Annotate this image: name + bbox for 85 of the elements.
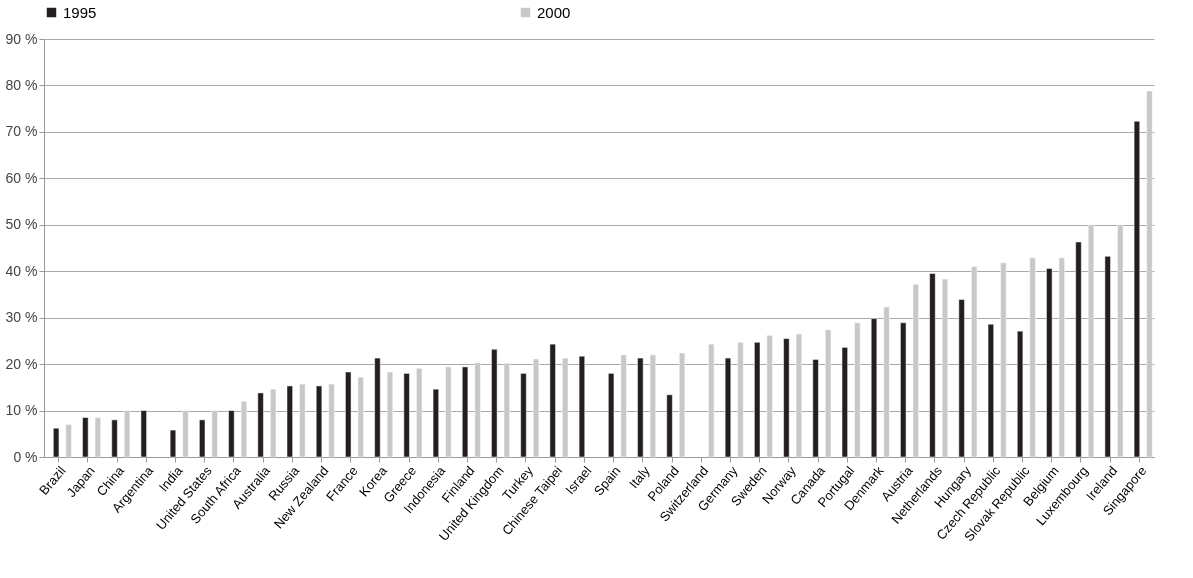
bar <box>562 357 569 458</box>
bar <box>754 342 761 458</box>
bar <box>491 349 498 458</box>
bar <box>182 410 189 458</box>
y-tick-label: 40 % <box>5 262 38 279</box>
bar <box>416 368 423 458</box>
bar <box>65 424 72 458</box>
bar <box>549 343 556 458</box>
bar <box>357 376 364 458</box>
bar <box>386 371 394 458</box>
bar <box>724 357 732 458</box>
bar <box>841 347 848 458</box>
bar <box>1029 257 1036 458</box>
bar <box>987 323 994 458</box>
bar <box>1133 120 1140 458</box>
bar <box>1058 257 1065 458</box>
bar <box>900 322 907 458</box>
y-tick-label: 80 % <box>5 76 38 93</box>
legend-label: 1995 <box>63 3 97 21</box>
y-tick-label: 20 % <box>5 355 38 372</box>
bar <box>315 385 323 458</box>
bar <box>578 355 585 458</box>
bar <box>169 429 177 458</box>
bar <box>637 357 644 458</box>
bar <box>854 322 861 458</box>
bar <box>766 335 773 458</box>
bar <box>1087 224 1095 458</box>
bar <box>1046 268 1053 458</box>
bar <box>240 401 247 458</box>
bar <box>286 385 293 458</box>
bar <box>812 359 819 458</box>
bar <box>270 388 277 458</box>
bar <box>328 383 335 458</box>
bar <box>666 394 673 458</box>
bar <box>929 273 936 458</box>
bar <box>94 417 101 458</box>
bar <box>783 338 790 458</box>
y-tick-label: 60 % <box>5 169 38 186</box>
bar <box>82 417 89 458</box>
bar <box>1146 90 1153 458</box>
bar <box>445 366 452 458</box>
y-tick-label: 50 % <box>5 216 38 233</box>
bar <box>883 306 890 458</box>
y-tick-label: 30 % <box>5 309 38 326</box>
bar <box>532 358 540 458</box>
bar <box>708 343 715 458</box>
bar <box>462 366 469 458</box>
bar <box>737 342 744 458</box>
bar <box>403 373 410 458</box>
bar <box>199 419 206 458</box>
bar <box>825 329 832 458</box>
bar <box>432 388 439 458</box>
bar <box>941 278 949 458</box>
bar <box>870 318 878 458</box>
bar <box>1104 256 1111 458</box>
bar <box>228 410 235 458</box>
bar <box>1075 241 1082 458</box>
y-tick-label: 90 % <box>5 30 38 47</box>
bar <box>1000 262 1007 458</box>
bar <box>211 410 218 458</box>
bar <box>299 383 306 458</box>
bar <box>503 362 510 458</box>
bar <box>1017 330 1024 458</box>
bar <box>971 266 978 458</box>
bar <box>795 333 802 458</box>
y-tick-label: 70 % <box>5 123 38 140</box>
bar <box>124 410 131 458</box>
bar <box>608 373 615 458</box>
bar <box>620 354 627 458</box>
bar <box>679 352 686 458</box>
bar <box>474 362 481 458</box>
bar <box>1117 224 1124 458</box>
bar <box>53 427 60 458</box>
bar <box>140 410 147 458</box>
bar <box>912 283 919 458</box>
bar <box>649 354 656 458</box>
bar <box>374 357 381 458</box>
y-tick-label: 0 % <box>13 448 38 465</box>
y-tick-label: 10 % <box>5 402 38 419</box>
bar <box>345 371 352 458</box>
legend-label: 2000 <box>537 3 571 21</box>
bar <box>958 299 965 458</box>
bar <box>111 419 118 458</box>
bar <box>520 373 527 458</box>
bar <box>257 392 264 458</box>
